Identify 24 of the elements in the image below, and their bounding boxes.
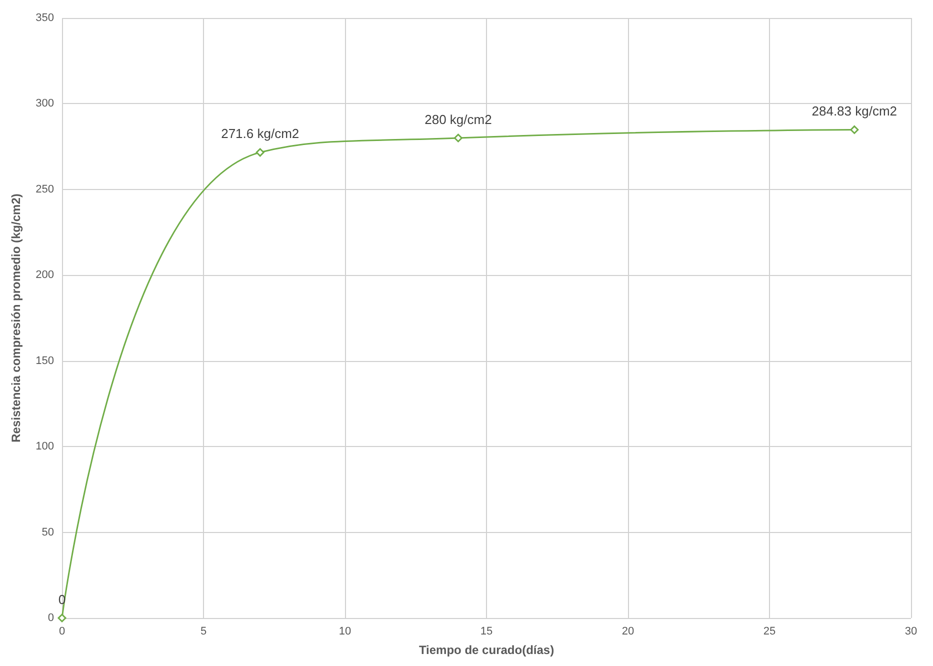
y-tick-label: 300 — [36, 98, 54, 110]
x-tick-label: 30 — [904, 626, 918, 638]
x-axis-title: Tiempo de curado(días) — [418, 643, 554, 657]
data-label: 280 kg/cm2 — [424, 112, 492, 127]
point — [850, 125, 859, 134]
y-tick-label: 350 — [36, 12, 54, 24]
point — [454, 134, 462, 142]
x-tick-label: 5 — [200, 626, 207, 638]
x-tick-label: 10 — [338, 626, 352, 638]
data-label: 271.6 kg/cm2 — [221, 126, 300, 142]
y-tick-label: 0 — [48, 612, 54, 624]
x-tick-label: 25 — [763, 626, 776, 638]
y-tick-label: 50 — [42, 526, 54, 538]
point — [58, 614, 66, 622]
data-label: 284.83 kg/cm2 — [812, 103, 898, 118]
y-tick-label: 250 — [36, 183, 54, 196]
y-tick-label: 200 — [36, 269, 54, 282]
y-tick-label: 150 — [36, 354, 54, 367]
x-tick-label: 0 — [58, 626, 66, 638]
y-axis-title: Resistencia compresión promedio (kg/cm2) — [9, 194, 23, 442]
x-tick-label: 20 — [622, 626, 634, 638]
point — [256, 148, 264, 157]
y-tick-label: 100 — [36, 440, 54, 453]
x-tick-label: 15 — [480, 626, 493, 638]
